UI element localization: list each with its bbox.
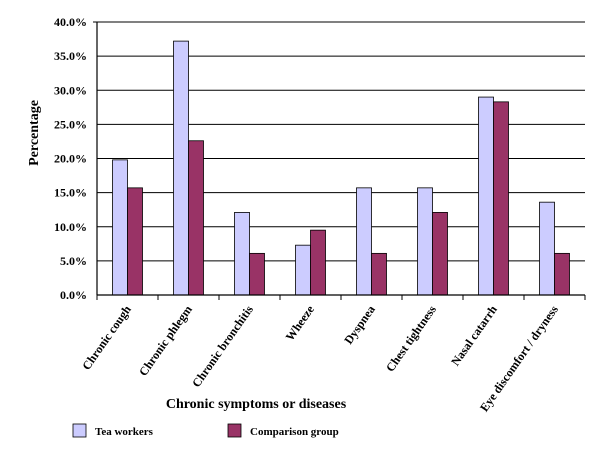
y-tick-label: 5.0% bbox=[60, 254, 87, 268]
x-tick-label: Chronic phlegm bbox=[136, 303, 195, 379]
bar-tea-workers bbox=[173, 40, 189, 296]
bar-comparison-group bbox=[127, 187, 143, 296]
legend-label: Tea workers bbox=[95, 426, 154, 438]
bar-tea-workers bbox=[539, 201, 555, 296]
bar-tea-workers bbox=[478, 96, 494, 296]
y-tick-label: 40.0% bbox=[54, 15, 87, 29]
y-tick-label: 35.0% bbox=[54, 49, 87, 63]
y-tick-label: 20.0% bbox=[54, 152, 87, 166]
y-tick-labels: 0.0% 5.0% 10.0% 15.0% 20.0% 25.0% 30.0% 35.0% 40… bbox=[54, 15, 87, 302]
x-tick-label: Wheeze bbox=[283, 302, 318, 343]
y-tick-label: 30.0% bbox=[54, 83, 87, 97]
y-tick-label: 15.0% bbox=[54, 186, 87, 200]
bar-comparison-group bbox=[493, 101, 509, 296]
bars bbox=[112, 40, 570, 296]
x-tick-label: Dyspnea bbox=[341, 303, 378, 347]
legend: Tea workers Comparison group bbox=[72, 423, 339, 438]
bar-comparison-group bbox=[371, 252, 387, 296]
x-tick-label: Chronic cough bbox=[79, 302, 134, 372]
bar-tea-workers bbox=[234, 212, 250, 296]
y-tick-label: 0.0% bbox=[60, 288, 87, 302]
axes bbox=[93, 21, 586, 300]
bar-tea-workers bbox=[112, 159, 128, 296]
bar-comparison-group bbox=[188, 140, 204, 296]
bar-comparison-group bbox=[249, 252, 265, 296]
bar-comparison-group bbox=[432, 212, 448, 296]
bar-tea-workers bbox=[417, 187, 433, 296]
legend-label: Comparison group bbox=[250, 426, 339, 438]
legend-swatch bbox=[227, 423, 242, 438]
y-axis-label: Percentage bbox=[27, 100, 42, 166]
x-tick-label: Chest tightness bbox=[383, 302, 439, 374]
legend-swatch bbox=[72, 423, 87, 438]
x-tick-label: Chronic bronchitis bbox=[189, 302, 256, 389]
gridlines bbox=[97, 21, 585, 262]
bar-comparison-group bbox=[554, 252, 570, 296]
x-axis-label: Chronic symptoms or diseases bbox=[166, 397, 347, 412]
x-tick-label: Nasal catarrh bbox=[448, 302, 500, 368]
y-tick-label: 25.0% bbox=[54, 117, 87, 131]
bar-tea-workers bbox=[295, 244, 311, 296]
bar-comparison-group bbox=[310, 229, 326, 296]
y-tick-label: 10.0% bbox=[54, 220, 87, 234]
bar-tea-workers bbox=[356, 187, 372, 296]
